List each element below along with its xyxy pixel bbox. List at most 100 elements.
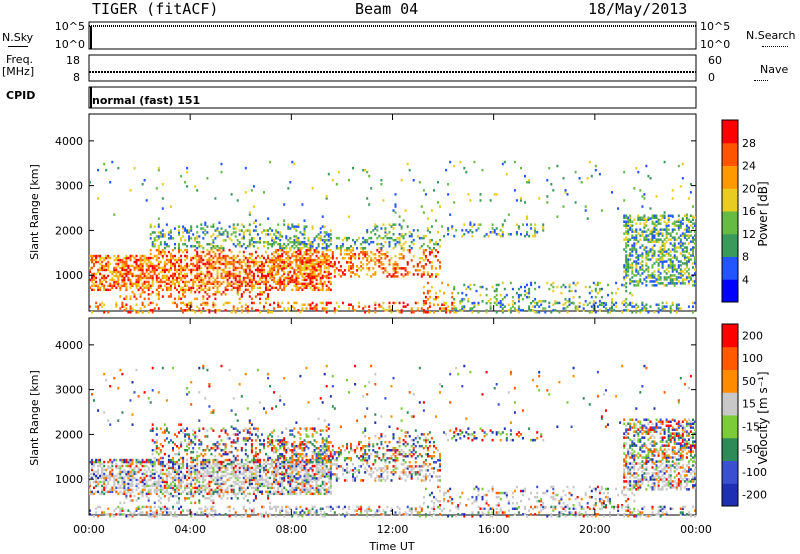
data-cell xyxy=(206,309,209,312)
data-cell xyxy=(669,260,672,263)
data-cell xyxy=(228,462,231,466)
data-cell xyxy=(394,223,397,226)
data-cell xyxy=(323,225,326,228)
data-cell xyxy=(443,301,446,305)
data-cell xyxy=(283,272,286,276)
data-cell xyxy=(271,265,274,268)
data-cell xyxy=(301,490,304,494)
data-cell xyxy=(273,286,276,290)
data-cell xyxy=(625,305,628,308)
data-cell xyxy=(236,280,239,284)
data-cell xyxy=(121,268,124,272)
data-cell xyxy=(212,293,215,296)
data-cell xyxy=(186,478,189,482)
data-cell xyxy=(174,284,176,288)
noise-panel-frame xyxy=(88,21,697,50)
data-cell xyxy=(669,278,672,281)
data-cell xyxy=(180,480,183,484)
data-cell xyxy=(256,268,259,272)
data-cell xyxy=(167,458,170,462)
data-cell xyxy=(447,229,450,232)
data-cell xyxy=(491,223,494,226)
data-cell xyxy=(582,307,585,310)
data-cell xyxy=(289,476,292,480)
data-cell xyxy=(364,240,367,244)
data-cell xyxy=(113,280,116,284)
data-cell xyxy=(631,301,634,305)
data-cell xyxy=(631,268,634,271)
data-cell xyxy=(174,258,176,262)
data-cell xyxy=(374,303,377,306)
data-cell xyxy=(694,268,696,271)
data-cell xyxy=(141,284,144,288)
data-cell xyxy=(609,311,611,314)
data-cell xyxy=(224,266,227,270)
data-cell xyxy=(95,480,98,484)
data-cell xyxy=(180,239,183,242)
data-cell xyxy=(182,466,185,470)
data-cell xyxy=(323,270,326,274)
data-cell xyxy=(287,492,290,496)
data-cell xyxy=(315,248,318,252)
data-cell xyxy=(265,280,267,284)
data-cell xyxy=(184,280,187,284)
data-cell xyxy=(139,490,142,494)
data-cell xyxy=(107,284,110,288)
data-cell xyxy=(331,253,334,256)
data-cell xyxy=(406,273,409,276)
data-cell xyxy=(259,278,261,282)
data-cell xyxy=(244,458,247,462)
data-cell xyxy=(404,240,407,244)
data-cell xyxy=(141,301,144,305)
data-cell xyxy=(645,238,648,241)
data-cell xyxy=(206,301,209,305)
data-cell xyxy=(212,472,215,476)
data-cell xyxy=(248,252,251,256)
data-cell xyxy=(228,472,231,476)
freq-right-tick-top: 60 xyxy=(708,54,722,67)
data-cell xyxy=(623,232,626,235)
data-cell xyxy=(673,246,676,249)
data-cell xyxy=(629,280,632,283)
data-cell xyxy=(157,276,160,280)
data-cell xyxy=(449,160,452,164)
data-cell xyxy=(400,273,403,276)
data-cell xyxy=(422,291,425,295)
data-cell xyxy=(287,466,290,470)
data-cell xyxy=(655,284,658,287)
data-cell xyxy=(259,241,261,244)
data-cell xyxy=(246,492,249,496)
data-cell xyxy=(301,268,304,272)
data-cell xyxy=(337,305,340,308)
data-cell xyxy=(178,262,180,266)
data-cell xyxy=(339,265,342,268)
data-cell xyxy=(89,270,91,274)
data-cell xyxy=(325,245,328,248)
data-cell xyxy=(220,245,223,248)
data-cell xyxy=(293,278,296,282)
data-cell xyxy=(611,305,613,308)
data-cell xyxy=(459,302,462,305)
data-cell xyxy=(226,272,229,276)
data-cell xyxy=(212,468,215,472)
data-cell xyxy=(228,262,231,266)
data-cell xyxy=(222,276,225,280)
data-cell xyxy=(265,250,267,254)
data-cell xyxy=(226,466,229,470)
data-cell xyxy=(208,278,211,282)
data-cell xyxy=(93,254,95,258)
data-cell xyxy=(301,261,304,264)
data-cell xyxy=(689,220,692,223)
data-cell xyxy=(165,254,168,258)
data-cell xyxy=(192,278,195,282)
data-cell xyxy=(143,290,146,294)
data-cell xyxy=(534,281,537,285)
data-cell xyxy=(115,268,118,272)
data-cell xyxy=(657,274,660,277)
data-cell xyxy=(135,282,138,286)
data-cell xyxy=(631,254,634,257)
data-cell xyxy=(635,268,638,271)
data-cell xyxy=(254,474,257,478)
data-cell xyxy=(224,274,227,278)
data-cell xyxy=(218,476,221,480)
